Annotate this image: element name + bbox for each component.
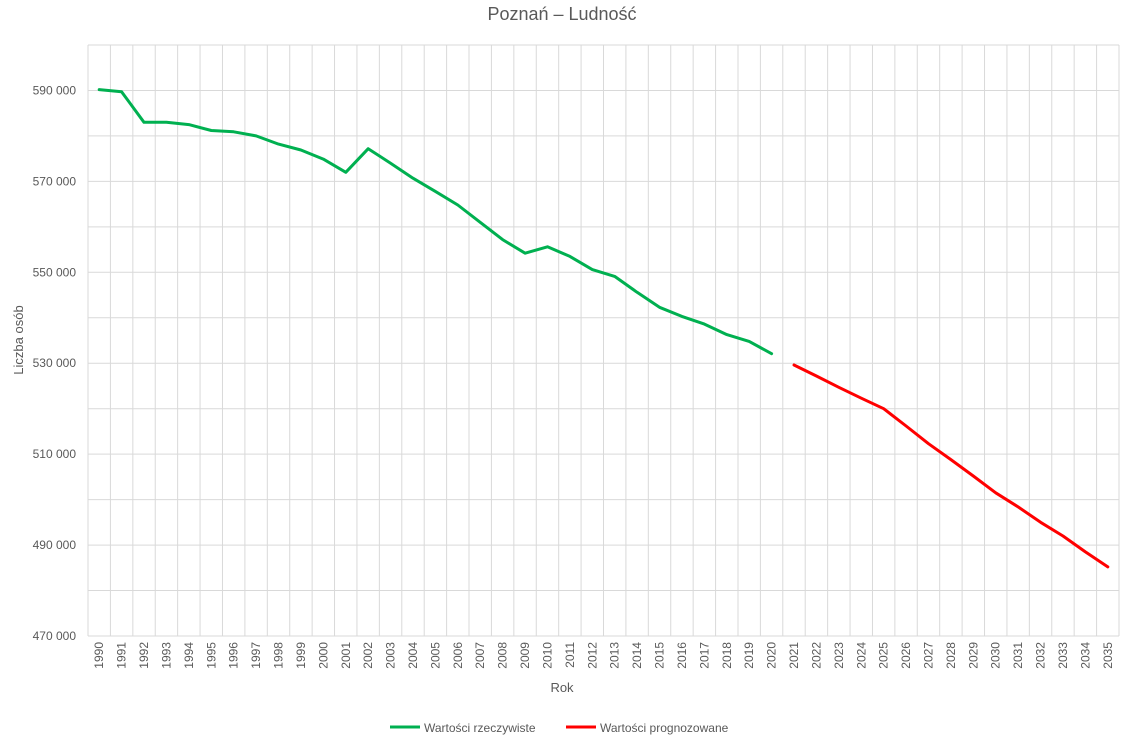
chart-title: Poznań – Ludność [487, 4, 636, 24]
x-tick-label: 2018 [720, 642, 734, 669]
y-axis-tick-labels: 470 000 490 000 510 000 530 000 550 000 570 0… [33, 83, 77, 643]
x-tick-label: 2003 [384, 642, 398, 669]
x-tick-label: 1990 [92, 642, 106, 669]
x-tick-label: 2011 [563, 642, 577, 668]
x-tick-label: 2006 [451, 642, 465, 669]
x-tick-label: 2032 [1034, 642, 1048, 669]
x-tick-label: 2012 [585, 642, 599, 669]
x-tick-label: 2021 [787, 642, 801, 669]
legend-label-actual: Wartości rzeczywiste [424, 721, 536, 735]
legend: Wartości rzeczywiste Wartości prognozowa… [390, 721, 729, 735]
x-tick-label: 2031 [1011, 642, 1025, 669]
x-tick-label: 1996 [227, 642, 241, 669]
x-tick-label: 2025 [877, 642, 891, 669]
x-tick-label: 2023 [832, 642, 846, 669]
x-tick-label: 2002 [361, 642, 375, 669]
x-tick-label: 1992 [137, 642, 151, 669]
x-tick-label: 2004 [406, 642, 420, 669]
y-tick-label: 490 000 [33, 538, 77, 552]
y-axis-title: Liczba osób [11, 305, 26, 374]
x-tick-label: 2030 [989, 642, 1003, 669]
x-tick-label: 1995 [204, 642, 218, 669]
y-tick-label: 510 000 [33, 447, 77, 461]
x-tick-label: 1999 [294, 642, 308, 669]
y-tick-label: 590 000 [33, 83, 77, 97]
x-tick-label: 2007 [473, 642, 487, 669]
x-tick-label: 2022 [809, 642, 823, 669]
series-line-actual [97, 88, 774, 356]
x-tick-label: 2035 [1101, 642, 1115, 669]
x-tick-label: 2009 [518, 642, 532, 669]
x-tick-label: 2017 [697, 642, 711, 669]
x-axis-title: Rok [550, 680, 574, 695]
x-tick-label: 2033 [1056, 642, 1070, 669]
x-tick-label: 2019 [742, 642, 756, 669]
x-tick-label: 2026 [899, 642, 913, 669]
gridlines [87, 44, 1120, 637]
x-axis-tick-labels: 1990 1991 1992 1993 1994 1995 1996 1997 1998 1999… [92, 642, 1115, 669]
x-tick-label: 1997 [249, 642, 263, 669]
x-tick-label: 2034 [1078, 642, 1092, 669]
x-tick-label: 1991 [115, 642, 129, 669]
y-tick-label: 570 000 [33, 174, 77, 188]
x-tick-label: 2016 [675, 642, 689, 669]
x-tick-label: 2008 [496, 642, 510, 669]
y-tick-label: 470 000 [33, 629, 77, 643]
x-tick-label: 2010 [540, 642, 554, 669]
x-tick-label: 2028 [944, 642, 958, 669]
x-tick-label: 1993 [159, 642, 173, 669]
x-tick-label: 2014 [630, 642, 644, 669]
x-tick-label: 2000 [316, 642, 330, 669]
series-lines [97, 88, 1110, 569]
y-tick-label: 550 000 [33, 265, 77, 279]
legend-label-forecast: Wartości prognozowane [600, 721, 729, 735]
x-tick-label: 1994 [182, 642, 196, 669]
x-tick-label: 2027 [921, 642, 935, 669]
x-tick-label: 2024 [854, 642, 868, 669]
x-tick-label: 2013 [608, 642, 622, 669]
series-line-forecast [792, 363, 1110, 569]
x-tick-label: 2001 [339, 642, 353, 669]
y-tick-label: 530 000 [33, 356, 77, 370]
x-tick-label: 2029 [966, 642, 980, 669]
x-tick-label: 2005 [428, 642, 442, 669]
x-tick-label: 1998 [272, 642, 286, 669]
x-tick-label: 2020 [765, 642, 779, 669]
x-tick-label: 2015 [653, 642, 667, 669]
